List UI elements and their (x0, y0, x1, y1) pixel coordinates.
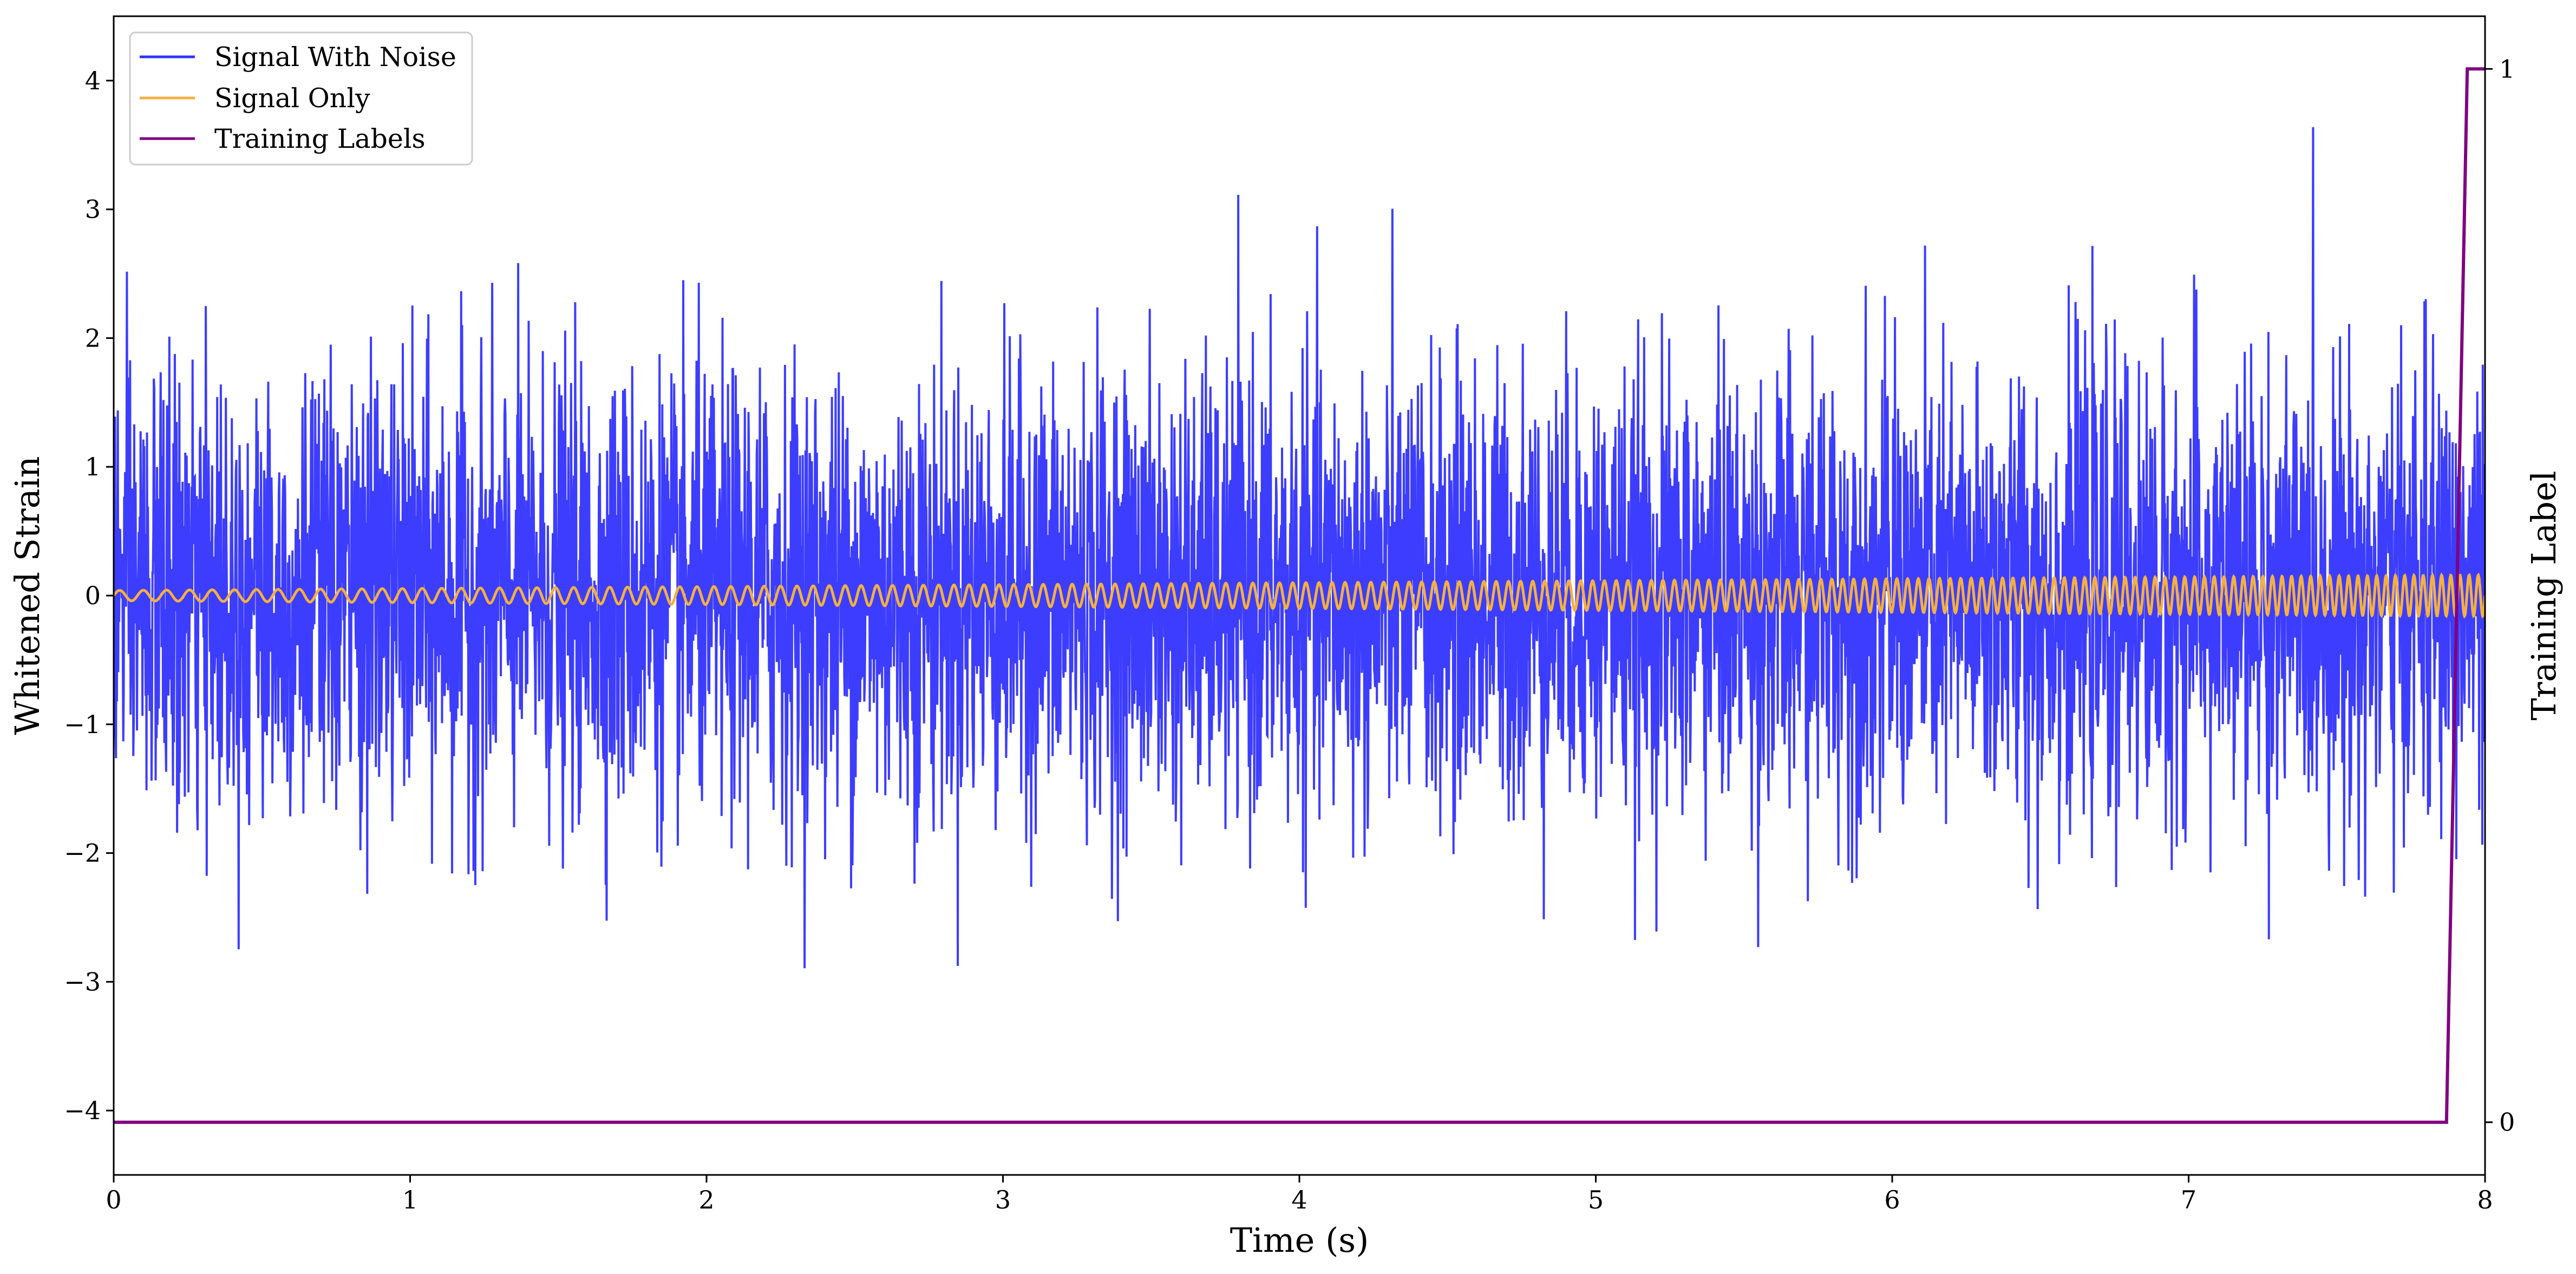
x-tick-label: 7 (2181, 1185, 2196, 1214)
y-tick-label: −1 (64, 710, 101, 739)
legend-label-signal-with-noise: Signal With Noise (214, 42, 456, 73)
legend-box (129, 31, 473, 166)
y-tick-label: −4 (64, 1096, 101, 1125)
y-tick-label: 4 (85, 66, 101, 95)
legend-label-signal-only: Signal Only (214, 83, 370, 114)
x-tick-label: 6 (1884, 1185, 1900, 1214)
x-tick-label: 1 (402, 1185, 418, 1214)
y-axis-right: 01 (2485, 54, 2515, 1137)
y2-tick-label: 0 (2499, 1108, 2515, 1137)
legend: Signal With Noise Signal Only Training L… (129, 31, 473, 166)
series-layer (114, 67, 2485, 1124)
y-axis-left: −4 −3 −2 −1 0 1 2 3 4 (64, 66, 114, 1125)
y-tick-label: 3 (85, 195, 101, 224)
y-axis-title: Whitened Strain (8, 456, 47, 735)
x-tick-label: 4 (1291, 1185, 1307, 1214)
y-tick-label: −3 (64, 967, 101, 996)
y2-tick-label: 1 (2499, 54, 2515, 83)
series-line-signal-only (114, 572, 2485, 619)
y-tick-label: 1 (85, 452, 101, 481)
y-tick-label: 0 (85, 581, 101, 610)
legend-label-training-labels: Training Labels (214, 123, 426, 154)
y-tick-label: 2 (85, 323, 101, 352)
x-tick-label: 0 (106, 1185, 121, 1214)
series-line-training-labels (114, 67, 2485, 1124)
x-axis: 0 1 2 3 4 5 6 7 8 (106, 1175, 2493, 1214)
x-axis-title: Time (s) (1230, 1220, 1369, 1260)
x-tick-label: 3 (995, 1185, 1011, 1214)
y-tick-label: −2 (64, 839, 101, 868)
y2-axis-title: Training Label (2524, 471, 2564, 720)
series-line-signal-with-noise (114, 127, 2485, 969)
x-tick-label: 8 (2477, 1185, 2493, 1214)
x-tick-label: 2 (698, 1185, 714, 1214)
x-tick-label: 5 (1588, 1185, 1604, 1214)
